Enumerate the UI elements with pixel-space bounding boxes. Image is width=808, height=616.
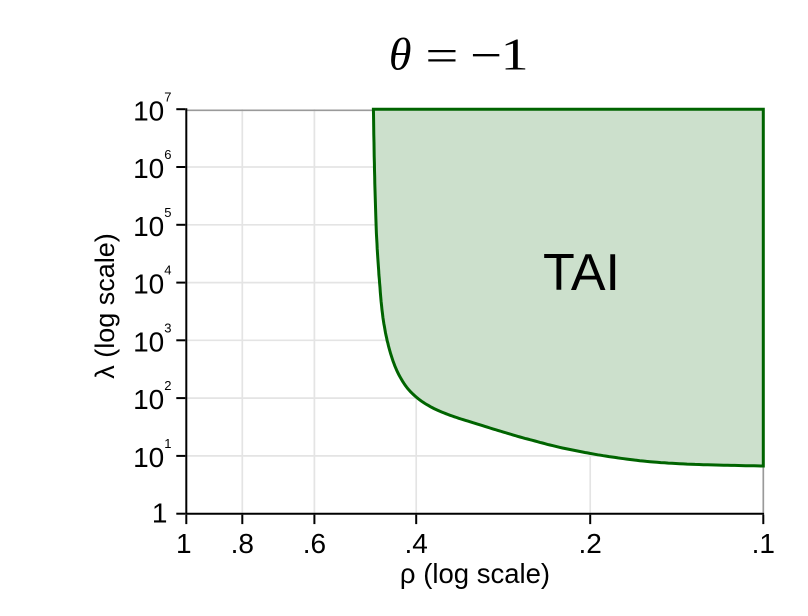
svg-text:ρ (log scale): ρ (log scale)	[400, 558, 550, 589]
svg-text:1: 1	[501, 29, 529, 80]
svg-text:101: 101	[133, 436, 171, 473]
svg-text:.6: .6	[303, 528, 326, 559]
svg-text:1: 1	[176, 528, 192, 559]
svg-text:103: 103	[133, 320, 171, 357]
svg-text:106: 106	[133, 147, 171, 184]
svg-text:−: −	[470, 30, 502, 81]
svg-text:1: 1	[152, 498, 168, 529]
svg-text:105: 105	[133, 205, 171, 242]
svg-text:104: 104	[133, 263, 171, 300]
svg-text:.1: .1	[752, 528, 775, 559]
svg-text:102: 102	[133, 378, 171, 415]
svg-text:.4: .4	[405, 528, 428, 559]
svg-text:TAI: TAI	[543, 244, 620, 302]
svg-text:=: =	[425, 30, 458, 81]
svg-text:.8: .8	[231, 528, 254, 559]
svg-text:θ: θ	[389, 29, 412, 80]
svg-text:.2: .2	[579, 528, 602, 559]
svg-text:λ (log scale): λ (log scale)	[90, 233, 120, 379]
svg-text:107: 107	[133, 89, 171, 126]
